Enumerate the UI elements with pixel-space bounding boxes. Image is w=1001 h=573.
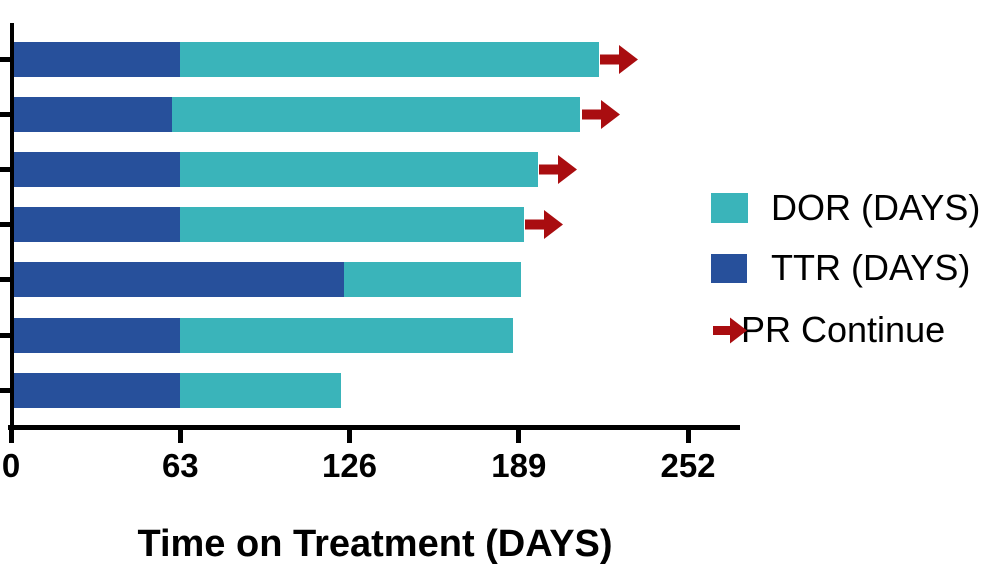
x-axis — [8, 425, 740, 430]
legend-item-pr-continue: PR Continue — [713, 312, 945, 348]
x-axis-tick — [516, 430, 522, 443]
pr-continue-arrow-icon — [600, 45, 639, 74]
x-axis-tick — [685, 430, 691, 443]
ttr-legend-swatch — [711, 253, 747, 283]
dor-bar-segment — [180, 207, 525, 242]
legend-item-ttr: TTR (DAYS) — [711, 250, 970, 286]
y-axis-tick — [0, 277, 11, 282]
x-tick-label: 63 — [161, 447, 199, 484]
dor-bar-segment — [180, 318, 514, 353]
dor-legend-label: DOR (DAYS) — [771, 187, 981, 228]
x-axis-title: Time on Treatment (DAYS) — [137, 523, 613, 565]
dor-legend-swatch — [711, 193, 748, 223]
pr-continue-arrow-icon — [713, 316, 747, 345]
ttr-bar-segment — [14, 318, 181, 353]
y-axis-tick — [0, 222, 11, 227]
x-axis-tick — [8, 430, 14, 443]
y-axis — [10, 23, 14, 435]
x-axis-tick — [347, 430, 352, 443]
y-axis-tick — [0, 112, 11, 117]
legend-item-dor: DOR (DAYS) — [711, 190, 980, 226]
y-axis-tick — [0, 388, 11, 393]
dor-bar-segment — [180, 373, 342, 408]
pr-continue-arrow-icon — [538, 155, 577, 184]
ttr-legend-label: TTR (DAYS) — [771, 247, 971, 288]
x-tick-label: 0 — [1, 447, 21, 484]
dor-bar-segment — [172, 97, 581, 132]
ttr-bar-segment — [14, 373, 181, 408]
ttr-bar-segment — [14, 207, 181, 242]
pr-continue-arrow-icon — [525, 210, 564, 239]
pr-continue-arrow-icon — [581, 100, 620, 129]
ttr-bar-segment — [14, 262, 345, 297]
dor-bar-segment — [344, 262, 522, 297]
ttr-bar-segment — [14, 152, 181, 187]
ttr-bar-segment — [14, 97, 173, 132]
x-tick-label: 252 — [660, 447, 716, 484]
pr-continue-legend-label: PR Continue — [741, 309, 946, 350]
x-tick-label: 126 — [321, 447, 378, 484]
y-axis-tick — [0, 333, 11, 338]
y-axis-tick — [0, 167, 11, 172]
dor-bar-segment — [180, 152, 538, 187]
dor-bar-segment — [180, 42, 600, 77]
x-axis-tick — [177, 430, 183, 443]
x-tick-label: 189 — [491, 447, 547, 484]
ttr-bar-segment — [14, 42, 181, 77]
y-axis-tick — [0, 57, 11, 62]
